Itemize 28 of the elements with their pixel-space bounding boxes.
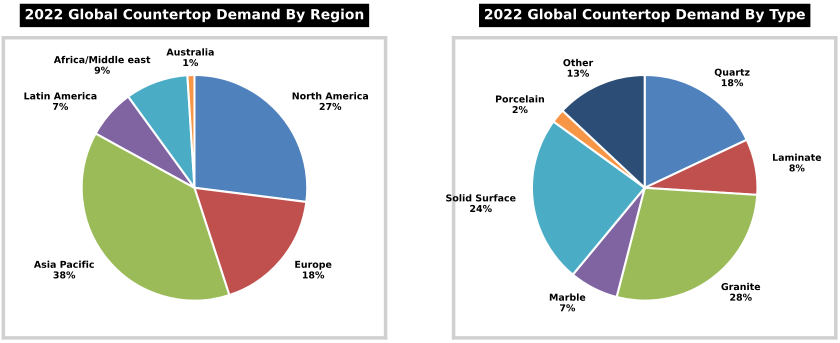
data-label: 7%: [52, 102, 68, 110]
data-label: 9%: [94, 66, 110, 74]
data-label: 2%: [512, 106, 528, 114]
data-label: 13%: [568, 70, 590, 77]
slice-label: North America: [292, 92, 368, 100]
data-label: 27%: [320, 102, 342, 110]
slice-label: Porcelain: [496, 95, 544, 103]
data-label: 18%: [722, 79, 744, 86]
slice-label: Quartz: [714, 68, 750, 77]
slice-label: Solid Surface: [446, 194, 516, 202]
slice-label: Latin America: [24, 92, 96, 100]
slice-label: Marble: [550, 294, 586, 301]
data-label: 28%: [730, 294, 752, 301]
data-label: 24%: [470, 204, 492, 212]
slice-label: Laminate: [772, 154, 822, 161]
data-label: 8%: [789, 164, 805, 172]
slice-label: Europe: [295, 260, 332, 270]
slice-label: Australia: [166, 48, 214, 56]
data-label: 7%: [560, 304, 576, 312]
slice-label: Other: [563, 58, 594, 66]
chart-title: 2022 Global Countertop Demand By Type: [484, 8, 805, 22]
slice-label: Asia Pacific: [34, 260, 94, 268]
chart-title: 2022 Global Countertop Demand By Region: [26, 8, 364, 22]
slice-label: Granite: [721, 282, 760, 290]
data-label: 1%: [183, 59, 198, 66]
data-label: 38%: [54, 271, 76, 279]
data-label: 18%: [302, 271, 324, 279]
slice-label: Africa/Middle east: [54, 56, 150, 64]
